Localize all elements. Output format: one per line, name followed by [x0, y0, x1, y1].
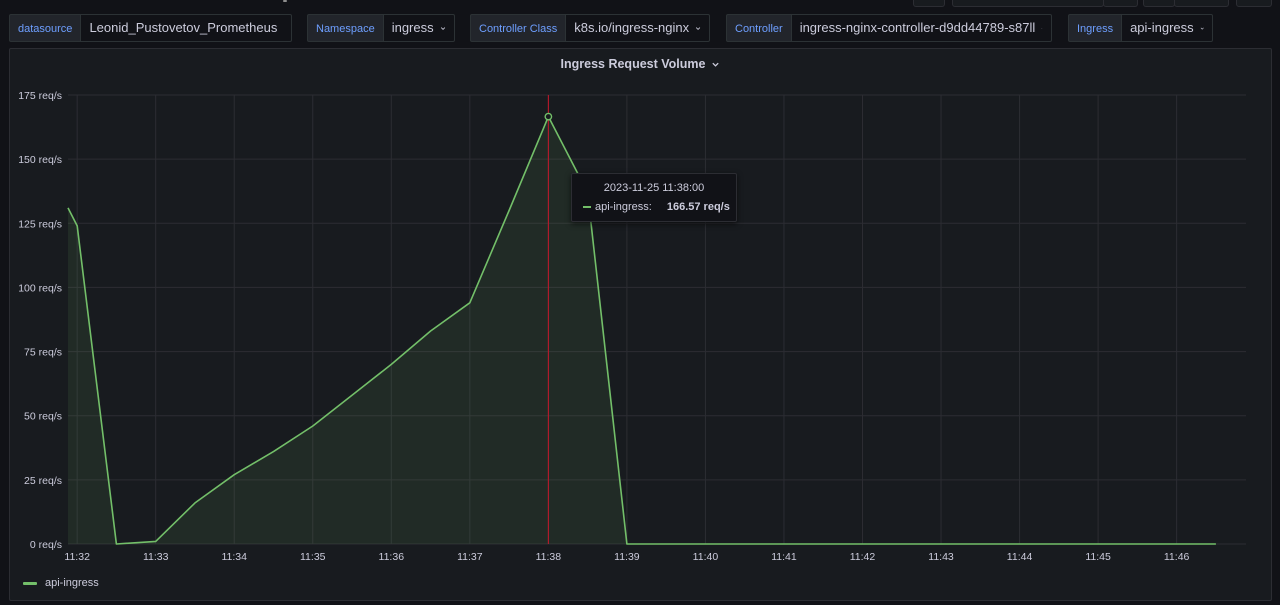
y-tick-label: 100 req/s [18, 282, 62, 294]
y-tick-label: 175 req/s [18, 90, 62, 102]
chevron-down-icon [1200, 27, 1204, 30]
y-tick-label: 150 req/s [18, 154, 62, 166]
chevron-down-icon [1041, 27, 1043, 29]
panel-title-menu[interactable]: Ingress Request Volume [10, 57, 1271, 71]
hover-point [544, 112, 553, 121]
x-tick-label: 11:46 [1164, 551, 1190, 563]
variable-label: datasource [9, 14, 81, 42]
x-tick-label: 11:34 [221, 551, 247, 563]
x-tick-label: 11:42 [850, 551, 876, 563]
x-tick-label: 11:43 [928, 551, 954, 563]
x-tick-label: 11:37 [457, 551, 483, 563]
variable-label: Namespace [307, 14, 383, 42]
variable-label: Controller [726, 14, 791, 42]
x-tick-label: 11:39 [614, 551, 640, 563]
variable-ingress: Ingress api-ingress [1068, 14, 1214, 42]
time-range-stub[interactable] [952, 0, 1104, 7]
refresh-stub[interactable] [1143, 0, 1175, 7]
variable-controller: Controller ingress-nginx-controller-d9dd… [726, 14, 1052, 42]
variable-value: api-ingress [1130, 20, 1194, 35]
view-mode-stub[interactable] [1236, 0, 1272, 7]
chevron-down-icon [440, 26, 445, 30]
controller-select[interactable]: ingress-nginx-controller-d9dd44789-s87ll [790, 14, 1052, 42]
legend-item-api-ingress[interactable]: api-ingress [23, 577, 99, 589]
time-series-chart[interactable]: 0 req/s 25 req/s 50 req/s 75 req/s 100 req/s… [10, 49, 1271, 600]
tooltip-time: 2023-11-25 11:38:00 [603, 182, 705, 194]
variable-value: ingress-nginx-controller-d9dd44789-s87ll [799, 20, 1036, 35]
x-tick-label: 11:40 [693, 551, 719, 563]
y-tick-label: 25 req/s [24, 475, 62, 487]
y-axis: 0 req/s 25 req/s 50 req/s 75 req/s 100 req/s… [18, 90, 62, 551]
series-layer [67, 95, 1216, 545]
y-tick-label: 50 req/s [24, 411, 62, 423]
y-tick-label: 0 req/s [30, 539, 62, 551]
series-color-swatch [583, 206, 591, 208]
y-tick-label: 125 req/s [18, 218, 62, 230]
x-tick-label: 11:32 [64, 551, 90, 563]
namespace-select[interactable]: ingress [382, 14, 455, 42]
variable-value: ingress [391, 20, 434, 35]
controller-class-select[interactable]: k8s.io/ingress-nginx [565, 14, 711, 42]
x-tick-label: 11:35 [300, 551, 326, 563]
tooltip-value: 166.57 req/s [666, 201, 730, 213]
chevron-down-icon [712, 62, 720, 67]
legend-label: api-ingress [45, 577, 99, 589]
x-axis: 11:32 11:33 11:34 11:35 11:36 11:37 11:38 11:39… [64, 551, 1189, 563]
x-tick-label: 11:45 [1085, 551, 1111, 563]
tooltip-series-name: api-ingress: [595, 201, 652, 213]
variable-label: Ingress [1068, 14, 1122, 42]
x-tick-label: 11:36 [379, 551, 405, 563]
series-color-swatch [23, 581, 37, 585]
toolbar-button-stub[interactable] [913, 0, 945, 7]
ingress-select[interactable]: api-ingress [1121, 14, 1214, 42]
variable-datasource: datasource Leonid_Pustovetov_Prometheus [9, 14, 293, 42]
tooltip-row: api-ingress: 166.57 req/s [583, 201, 730, 213]
series-area-api-ingress [68, 116, 1216, 544]
variable-controller-class: Controller Class k8s.io/ingress-nginx [470, 14, 711, 42]
variable-namespace: Namespace ingress [307, 14, 455, 42]
panel-title: Ingress Request Volume [560, 57, 706, 71]
datasource-select[interactable]: Leonid_Pustovetov_Prometheus [80, 14, 293, 42]
y-tick-label: 75 req/s [24, 347, 62, 359]
hover-tooltip: 2023-11-25 11:38:00 api-ingress: 166.57 … [571, 173, 737, 222]
refresh-interval-stub[interactable] [1174, 0, 1229, 7]
x-tick-label: 11:38 [536, 551, 562, 563]
x-tick-label: 11:44 [1007, 551, 1033, 563]
toolbar-stub [283, 0, 287, 2]
ingress-request-volume-panel: Ingress Request Volume 0 req/s 25 req/s 50… [9, 48, 1272, 601]
variable-bar: datasource Leonid_Pustovetov_Prometheus … [0, 14, 1280, 42]
variable-label: Controller Class [470, 14, 566, 42]
zoom-out-stub[interactable] [1103, 0, 1138, 7]
variable-value: k8s.io/ingress-nginx [574, 20, 690, 35]
x-tick-label: 11:41 [771, 551, 797, 563]
chevron-down-icon [696, 26, 701, 30]
x-tick-label: 11:33 [143, 551, 169, 563]
variable-value: Leonid_Pustovetov_Prometheus [89, 20, 278, 35]
